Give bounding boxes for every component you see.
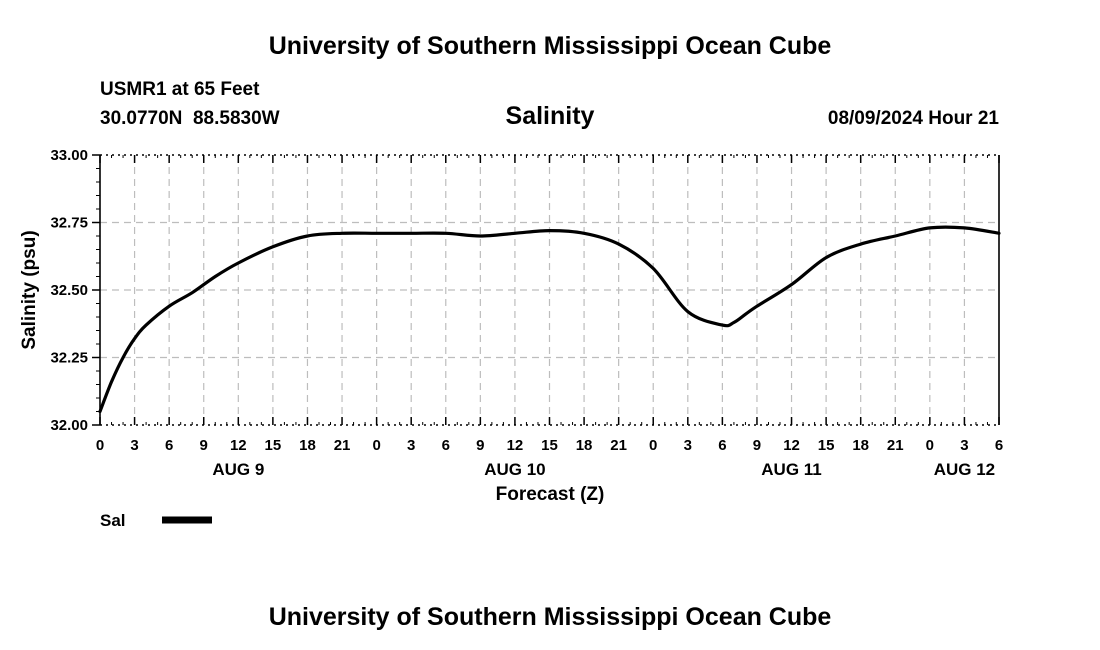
x-tick-label: 6 [995,437,1003,454]
x-axis-label: Forecast (Z) [496,484,605,505]
chart-title: Salinity [506,102,595,130]
station-label: USMR1 at 65 Feet [100,79,260,100]
grid-lines [100,155,999,425]
x-tick-label: 6 [442,437,450,454]
x-tick-label: 9 [753,437,761,454]
day-label: AUG 10 [484,460,545,479]
x-tick-label: 3 [684,437,692,454]
series-layer [98,225,1001,414]
series-line-sal [98,225,1001,414]
page-title: University of Southern Mississippi Ocean… [269,32,832,60]
x-tick-label: 9 [200,437,208,454]
x-tick-label: 9 [476,437,484,454]
y-tick-label: 32.50 [50,282,88,299]
day-label: AUG 12 [934,460,995,479]
legend: Sal [100,511,212,530]
x-tick-label: 21 [610,437,627,454]
x-tick-label: 21 [334,437,351,454]
x-tick-label: 12 [783,437,800,454]
y-axis-label: Salinity (psu) [19,230,40,349]
y-tick-label: 32.25 [50,350,88,367]
x-tick-label: 3 [960,437,968,454]
x-tick-label: 6 [718,437,726,454]
x-tick-label: 6 [165,437,173,454]
x-tick-label: 3 [407,437,415,454]
x-tick-label: 15 [265,437,282,454]
y-tick-label: 33.00 [50,147,88,164]
x-tick-label: 3 [130,437,138,454]
x-tick-label: 12 [507,437,524,454]
forecast-datetime: 08/09/2024 Hour 21 [828,108,1000,129]
x-tick-label: 18 [852,437,869,454]
y-tick-label: 32.00 [50,417,88,434]
x-tick-label: 0 [96,437,104,454]
x-tick-label: 21 [887,437,904,454]
x-tick-label: 12 [230,437,247,454]
axes: 0 3 6 9 12 15 18 21 0 3 6 9 12 15 18 21 0 3 6 9 12 15 18 21 0 3 6 3… [50,147,1003,479]
x-tick-label: 0 [926,437,934,454]
footer-title: University of Southern Mississippi Ocean… [269,603,832,631]
x-tick-label: 0 [649,437,657,454]
day-label: AUG 9 [212,460,264,479]
x-tick-label: 15 [541,437,558,454]
y-tick-label: 32.75 [50,215,88,232]
x-tick-label: 0 [372,437,380,454]
x-tick-label: 18 [576,437,593,454]
legend-label: Sal [100,511,126,530]
x-tick-label: 15 [818,437,835,454]
day-label: AUG 11 [761,460,821,479]
coordinates-label: 30.0770N 88.5830W [100,108,280,129]
x-tick-label: 18 [299,437,316,454]
